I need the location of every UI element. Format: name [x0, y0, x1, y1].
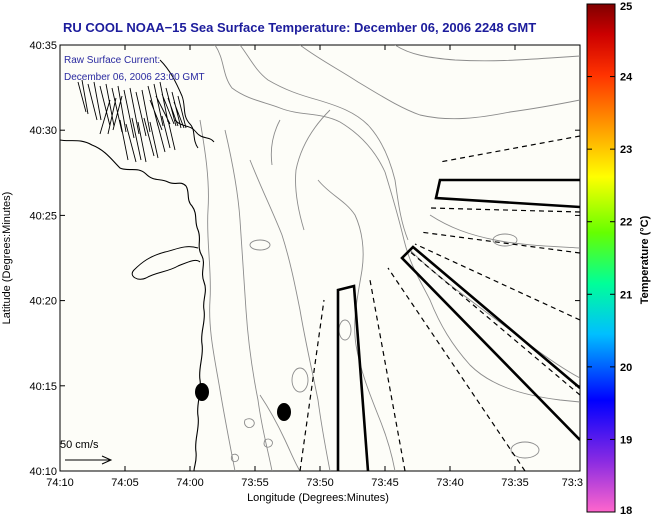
- x-tick-label: 73:45: [371, 477, 399, 489]
- contour-line: [214, 45, 580, 403]
- x-axis: 74:10 74:05 74:00 73:55 73:50 73:45 73:40 73:35…: [46, 45, 583, 489]
- x-tick-label: 73:55: [241, 477, 269, 489]
- overlay-text-date: December 06, 2006 23:00 GMT: [64, 72, 205, 83]
- contour-line: [230, 418, 273, 463]
- bathymetry-contours: [199, 45, 580, 471]
- x-tick-label: 74:10: [46, 477, 74, 489]
- sector-polygon: [434, 178, 580, 209]
- y-tick-label: 40:10: [29, 466, 57, 478]
- contour-line: [394, 45, 580, 62]
- colorbar-tick-label: 22: [620, 217, 632, 229]
- x-tick-label: 73:40: [436, 477, 464, 489]
- y-axis-label: Latitude (Degrees:Minutes): [1, 192, 13, 325]
- colorbar-tick-label: 25: [620, 1, 632, 13]
- x-axis-label: Longitude (Degrees:Minutes): [247, 492, 389, 504]
- scale-arrow: [65, 455, 113, 465]
- colorbar-label: Temperature (°C): [639, 215, 651, 304]
- contour-line: [239, 45, 409, 241]
- scale-label: 50 cm/s: [60, 439, 99, 451]
- x-tick-label: 74:00: [176, 477, 204, 489]
- colorbar-tick-label: 19: [620, 434, 632, 446]
- contour-line: [259, 394, 301, 471]
- x-tick-label: 73:35: [501, 477, 529, 489]
- coastline: [174, 119, 215, 143]
- y-tick-label: 40:15: [29, 381, 57, 393]
- y-axis: 40:35 40:30 40:25 40:20 40:15 40:10: [29, 40, 580, 478]
- dashed-radials: [299, 135, 580, 471]
- y-tick-label: 40:35: [29, 40, 57, 52]
- x-tick-label: 74:05: [111, 477, 139, 489]
- colorbar-tick-label: 24: [620, 72, 633, 84]
- contour-line: [429, 214, 580, 249]
- map-layer: [60, 45, 580, 471]
- contour-line: [492, 233, 518, 247]
- coastline: [131, 246, 201, 280]
- coastline: [159, 59, 199, 149]
- colorbar-tick-label: 20: [620, 362, 632, 374]
- station-marker: [195, 383, 209, 401]
- contour-line: [249, 239, 271, 251]
- contour-line: [295, 109, 331, 231]
- contour-line: [299, 45, 580, 120]
- contour-line: [510, 441, 540, 459]
- contour-line: [291, 367, 309, 393]
- contour-line: [270, 119, 281, 166]
- chart-title: RU COOL NOAA−15 Sea Surface Temperature:…: [63, 20, 536, 35]
- solid-polygons: [336, 178, 580, 471]
- plot-area: [59, 44, 581, 472]
- station-marker: [277, 403, 291, 421]
- y-tick-label: 40:25: [29, 210, 57, 222]
- colorbar-tick-label: 21: [620, 289, 632, 301]
- contour-line: [224, 129, 273, 471]
- x-tick-label: 73:3: [562, 477, 583, 489]
- contour-line: [199, 119, 236, 471]
- current-vector: [77, 79, 187, 163]
- sector-polygon: [336, 284, 370, 471]
- y-tick-label: 40:20: [29, 296, 57, 308]
- overlay-text-current: Raw Surface Current:: [64, 55, 160, 66]
- y-tick-label: 40:30: [29, 125, 57, 137]
- colorbar-tick-label: 18: [620, 505, 632, 517]
- colorbar-ticks: 25 24 23 22 21 20 19 18: [587, 1, 633, 517]
- colorbar: [586, 3, 616, 513]
- current-vectors: [77, 79, 187, 163]
- colorbar-tick-label: 23: [620, 144, 632, 156]
- sector-polygon: [400, 245, 580, 441]
- contour-line: [249, 159, 331, 471]
- x-tick-label: 73:50: [306, 477, 334, 489]
